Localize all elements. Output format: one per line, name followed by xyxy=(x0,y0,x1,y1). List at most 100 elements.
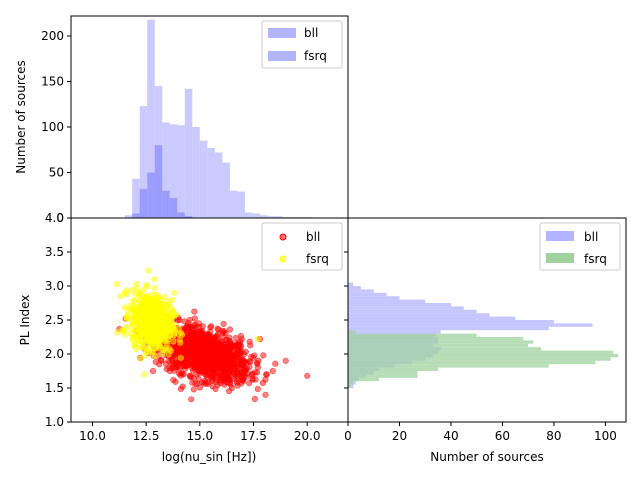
scatter-point-fsrq xyxy=(156,316,163,323)
scatter-legend-marker-bll xyxy=(279,233,287,241)
scatter-point-bll xyxy=(194,347,201,354)
top-histogram-legend: bll fsrq xyxy=(261,20,343,69)
scatter-y-tick-label: 2.0 xyxy=(45,347,64,361)
scatter-point-bll xyxy=(240,359,247,366)
top-bar-bll xyxy=(132,178,140,218)
scatter-point-fsrq xyxy=(170,338,177,345)
scatter-point-bll xyxy=(195,330,202,337)
right-bar-fsrq xyxy=(348,367,439,371)
scatter-y-tick-label: 3.5 xyxy=(45,245,64,259)
top-bar-bll xyxy=(274,216,283,218)
scatter-point-fsrq xyxy=(139,332,146,339)
scatter-y-ticks: 1.0 1.5 2.0 2.5 3.0 3.5 4.0 xyxy=(45,211,71,429)
scatter-point-fsrq xyxy=(117,293,124,300)
scatter-point-bll xyxy=(152,358,159,366)
right-bar-fsrq xyxy=(348,343,529,348)
scatter-point-bll xyxy=(228,362,235,369)
scatter-point-bll xyxy=(282,357,289,364)
right-bar-bll xyxy=(348,323,593,327)
scatter-point-bll xyxy=(237,333,244,340)
scatter-legend-label-fsrq: fsrq xyxy=(306,252,329,266)
right-bar-bll xyxy=(348,326,549,331)
scatter-point-fsrq xyxy=(137,290,144,298)
scatter-point-fsrq xyxy=(119,327,126,334)
scatter-point-bll xyxy=(189,379,196,386)
top-bar-fsrq xyxy=(132,213,140,218)
scatter-point-fsrq xyxy=(140,298,148,305)
scatter-point-bll xyxy=(262,376,269,383)
scatter-point-bll xyxy=(162,360,170,367)
top-histogram-bars xyxy=(124,19,313,218)
right-bar-fsrq xyxy=(348,347,542,351)
scatter-point-bll xyxy=(234,346,241,353)
top-bar-fsrq xyxy=(147,172,155,218)
scatter-point-bll xyxy=(226,346,234,353)
scatter-x-label: log(nu_sin [Hz]) xyxy=(162,450,257,464)
scatter-point-fsrq xyxy=(142,352,149,359)
scatter-point-fsrq xyxy=(143,283,150,291)
top-bar-bll xyxy=(139,106,148,218)
right-bar-bll xyxy=(348,330,441,334)
scatter-point-fsrq xyxy=(139,311,146,318)
scatter-point-fsrq xyxy=(169,296,176,304)
scatter-point-fsrq xyxy=(152,344,159,352)
scatter-point-bll xyxy=(226,338,233,345)
scatter-point-bll xyxy=(206,343,213,350)
scatter-point-fsrq xyxy=(143,305,151,312)
scatter-point-fsrq xyxy=(164,336,171,343)
scatter-point-fsrq xyxy=(157,323,164,330)
scatter-y-tick-label: 4.0 xyxy=(45,211,64,225)
right-x-tick-label: 80 xyxy=(546,429,561,443)
scatter-point-bll xyxy=(212,378,219,386)
scatter-point-fsrq xyxy=(151,284,158,291)
scatter-point-bll xyxy=(242,348,249,356)
scatter-point-fsrq xyxy=(133,307,140,315)
scatter-point-fsrq xyxy=(154,312,161,319)
top-bar-fsrq xyxy=(177,212,185,218)
scatter-point-bll xyxy=(226,326,233,333)
scatter-point-fsrq xyxy=(159,350,166,357)
scatter-point-bll xyxy=(198,334,205,342)
scatter-point-bll xyxy=(234,379,241,386)
scatter-point-bll xyxy=(246,380,253,387)
top-bar-bll xyxy=(237,191,245,218)
scatter-point-bll xyxy=(182,365,189,372)
scatter-point-bll xyxy=(218,364,225,371)
right-histogram-panel: 0 20 40 60 80 100 Number of sources bll fsrq xyxy=(344,217,627,464)
scatter-x-tick-label: 10.0 xyxy=(79,429,106,443)
right-bar-bll xyxy=(348,316,516,320)
right-bar-bll xyxy=(348,299,426,303)
scatter-point-bll xyxy=(200,379,207,387)
top-y-tick-label: 0 xyxy=(56,211,64,225)
top-bar-fsrq xyxy=(154,145,163,218)
right-histogram-x-ticks: 0 20 40 60 80 100 xyxy=(344,422,617,443)
scatter-point-fsrq xyxy=(176,336,183,343)
top-y-tick-label: 200 xyxy=(41,29,64,43)
right-bar-bll xyxy=(348,303,451,307)
scatter-point-bll xyxy=(208,366,215,373)
scatter-point-fsrq xyxy=(126,302,133,310)
scatter-point-bll xyxy=(213,339,220,346)
scatter-point-bll xyxy=(185,353,192,360)
scatter-point-fsrq xyxy=(138,339,145,346)
scatter-point-bll xyxy=(237,363,244,370)
right-bar-fsrq xyxy=(348,357,611,361)
scatter-point-fsrq xyxy=(129,336,136,344)
right-bar-bll xyxy=(348,282,354,286)
right-bar-bll xyxy=(348,309,477,314)
scatter-point-bll xyxy=(254,385,261,393)
scatter-point-fsrq xyxy=(140,371,148,378)
scatter-point-bll xyxy=(166,367,173,375)
scatter-point-bll xyxy=(260,352,267,359)
top-bar-bll xyxy=(267,216,275,218)
scatter-point-fsrq xyxy=(166,345,173,352)
scatter-point-fsrq xyxy=(175,325,182,333)
top-bar-fsrq xyxy=(169,197,178,218)
scatter-point-bll xyxy=(186,372,193,379)
scatter-point-bll xyxy=(194,353,201,361)
top-bar-bll xyxy=(162,122,170,218)
top-bar-bll xyxy=(229,190,238,218)
top-legend-label-fsrq: fsrq xyxy=(304,49,327,63)
right-bar-fsrq xyxy=(348,381,354,385)
